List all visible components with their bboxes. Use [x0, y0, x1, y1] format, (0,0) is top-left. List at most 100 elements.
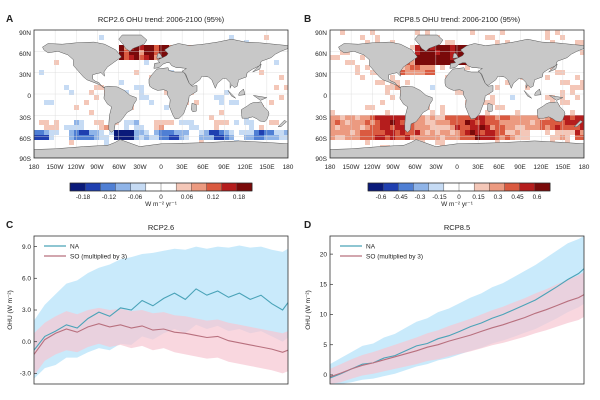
ocean-cell — [269, 130, 275, 136]
ocean-cell — [535, 30, 541, 36]
ocean-cell — [69, 35, 75, 41]
ocean-cell — [99, 125, 105, 131]
ocean-cell — [284, 80, 288, 86]
ocean-cell — [284, 75, 288, 81]
ocean-cell — [330, 85, 336, 91]
ocean-cell — [490, 40, 496, 46]
ocean-cell — [555, 135, 561, 141]
ocean-cell — [224, 35, 230, 41]
ocean-cell — [555, 120, 561, 126]
ocean-cell — [249, 90, 255, 96]
map-xtick: 120W — [68, 164, 86, 171]
ocean-cell — [184, 135, 190, 141]
ocean-cell — [124, 120, 130, 126]
ocean-cell — [89, 140, 95, 146]
ocean-cell — [580, 85, 584, 91]
ocean-cell — [124, 85, 130, 91]
ocean-cell — [340, 30, 346, 36]
ocean-cell — [79, 140, 85, 146]
ocean-cell — [375, 125, 381, 131]
ocean-cell — [570, 55, 576, 61]
map-xtick: 30E — [176, 164, 188, 171]
ocean-cell — [224, 120, 230, 126]
ocean-cell — [199, 105, 205, 111]
ocean-cell — [390, 90, 396, 96]
ocean-cell — [159, 95, 165, 101]
ocean-cell — [174, 125, 180, 131]
ocean-cell — [390, 35, 396, 41]
ocean-cell — [279, 120, 285, 126]
landmass — [537, 101, 566, 122]
ocean-cell — [194, 40, 200, 46]
ocean-cell — [139, 75, 145, 81]
ocean-cell — [124, 55, 130, 61]
colorbar-tick-label: 0.15 — [472, 194, 485, 201]
ocean-cell — [410, 130, 416, 136]
landmass — [148, 67, 198, 120]
ocean-cell — [149, 100, 155, 106]
ocean-cell — [565, 85, 571, 91]
ocean-cell — [39, 105, 45, 111]
ocean-cell — [204, 100, 210, 106]
ocean-cell — [59, 90, 65, 96]
ocean-cell — [555, 90, 561, 96]
ocean-cell — [124, 75, 130, 81]
ocean-cell — [350, 115, 356, 121]
ocean-cell — [440, 90, 446, 96]
landmass — [252, 63, 262, 73]
ocean-cell — [79, 35, 85, 41]
ocean-cell — [219, 85, 225, 91]
ocean-cell — [64, 115, 70, 121]
ocean-cell — [430, 55, 436, 61]
ocean-cell — [284, 105, 288, 111]
ocean-cell — [159, 105, 165, 111]
ocean-cell — [475, 40, 481, 46]
ocean-cell — [410, 65, 416, 71]
ocean-cell — [510, 120, 516, 126]
ocean-cell — [530, 35, 536, 41]
ocean-cell — [480, 30, 486, 36]
ocean-cell — [159, 110, 165, 116]
ocean-cell — [144, 140, 150, 146]
legend-c: NA SO (multiplied by 3) — [44, 244, 127, 261]
ocean-cell — [355, 90, 361, 96]
ocean-cell — [219, 115, 225, 121]
ocean-cell — [545, 130, 551, 136]
ocean-cell — [94, 75, 100, 81]
map-ytick: 90S — [315, 156, 327, 163]
ocean-cell — [345, 35, 351, 41]
ocean-cell — [144, 110, 150, 116]
ocean-cell — [360, 65, 366, 71]
ocean-cell — [79, 90, 85, 96]
ocean-cell — [214, 90, 220, 96]
ylabel-c: OHU (W m⁻²) — [7, 290, 14, 330]
ocean-cell — [99, 95, 105, 101]
map-xtick: 90E — [514, 164, 526, 171]
ocean-cell — [39, 75, 45, 81]
ocean-cell — [440, 105, 446, 111]
ocean-cell — [445, 45, 451, 51]
ocean-cell — [114, 40, 120, 46]
ocean-cell — [224, 95, 230, 101]
ocean-cell — [580, 120, 584, 126]
ocean-cell — [139, 90, 145, 96]
colorbar-tick-label: -0.12 — [102, 194, 117, 201]
ocean-cell — [94, 135, 100, 141]
ocean-cell — [239, 85, 245, 91]
ocean-cell — [430, 45, 436, 51]
ocean-cell — [179, 115, 185, 121]
ocean-cell — [570, 30, 576, 36]
ocean-cell — [415, 120, 421, 126]
ocean-cell — [555, 40, 561, 46]
ocean-cell — [119, 30, 125, 36]
ocean-cell — [159, 50, 165, 56]
ocean-cell — [74, 35, 80, 41]
ocean-cell — [69, 105, 75, 111]
ocean-cell — [149, 90, 155, 96]
ocean-cell — [279, 55, 285, 61]
ocean-cell — [420, 65, 426, 71]
ocean-cell — [69, 65, 75, 71]
ocean-cell — [269, 135, 275, 141]
ocean-cell — [69, 140, 75, 146]
ocean-cell — [450, 50, 456, 56]
